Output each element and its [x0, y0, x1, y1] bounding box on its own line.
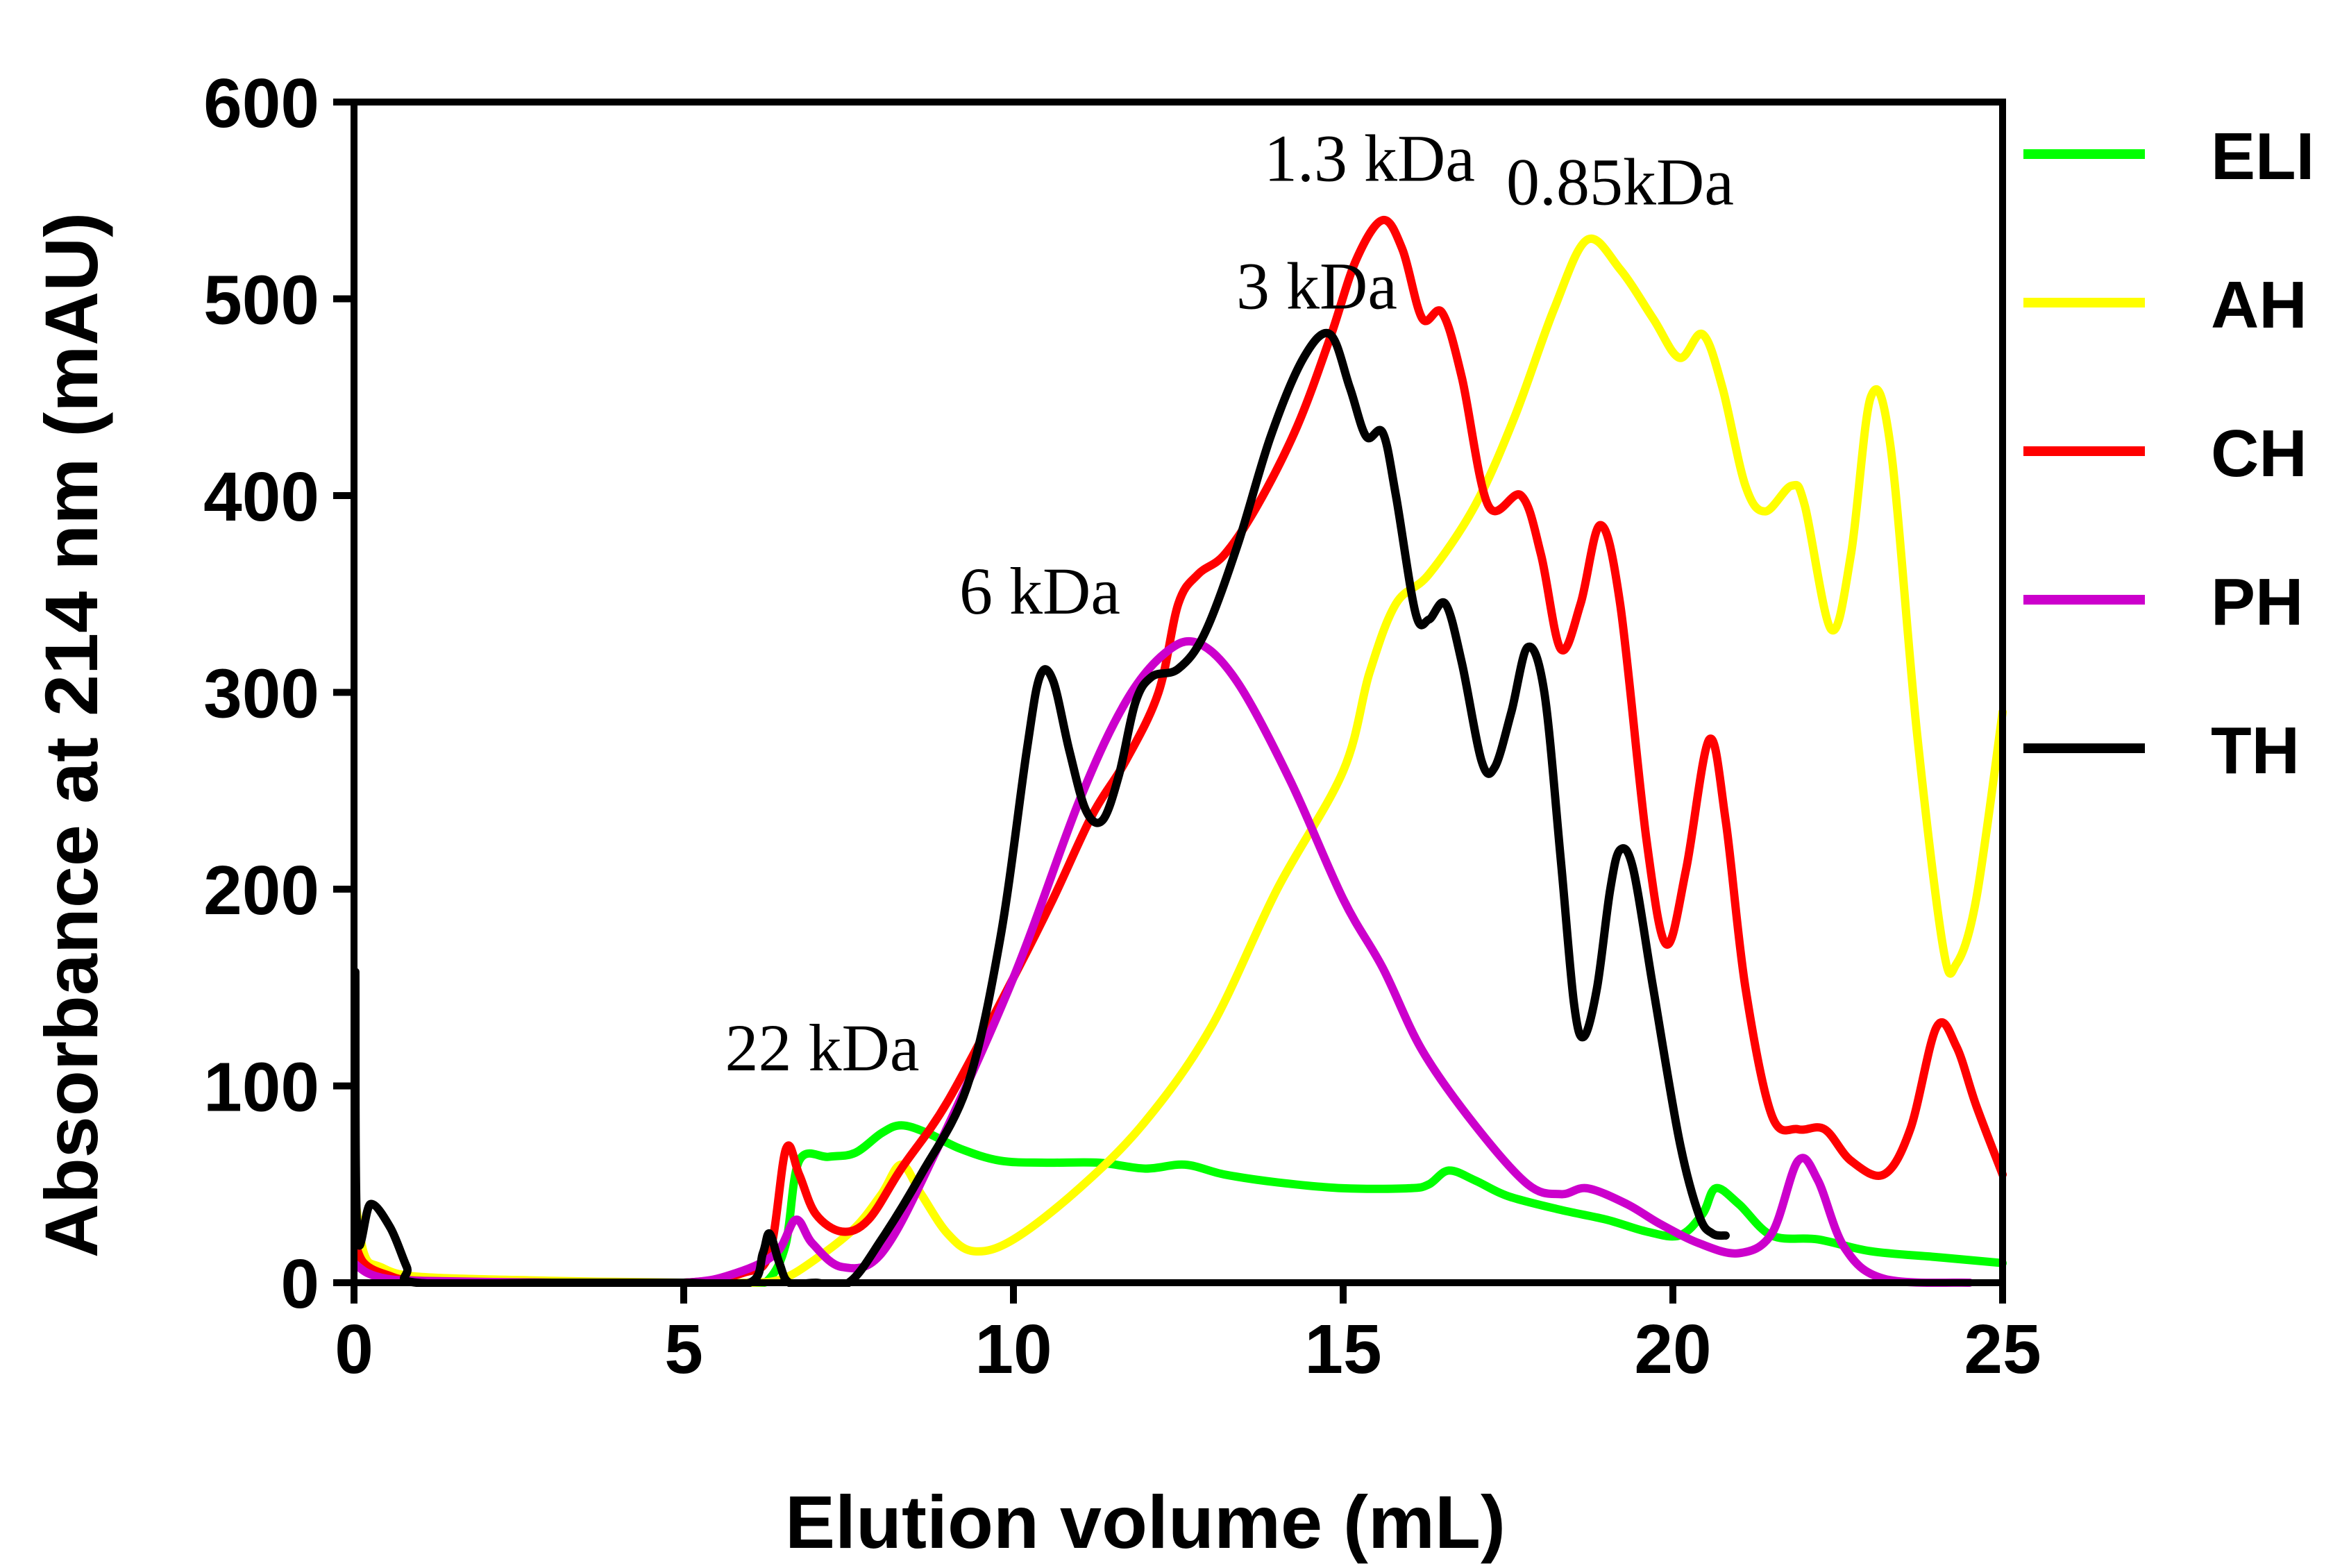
- x-tick-label: 0: [335, 1310, 373, 1388]
- y-tick-label: 400: [203, 458, 319, 536]
- legend-item-eli: ELI: [2023, 119, 2314, 194]
- legend-item-th: TH: [2023, 714, 2300, 788]
- legend-item-ah: AH: [2023, 268, 2307, 342]
- legend-item-ph: PH: [2023, 565, 2303, 639]
- legend: ELI AH CH PH TH: [2023, 119, 2314, 788]
- mw-annotation: 22 kDa: [725, 1011, 920, 1085]
- series-line-ch: [354, 216, 2007, 1287]
- x-tick-label: 15: [1304, 1310, 1381, 1388]
- y-tick-label: 600: [203, 65, 319, 142]
- y-tick-label: 200: [203, 852, 319, 929]
- legend-item-ch: CH: [2023, 416, 2307, 491]
- mw-annotation: 0.85kDa: [1506, 144, 1734, 219]
- y-tick-label: 0: [280, 1245, 319, 1323]
- y-tick-label: 500: [203, 262, 319, 339]
- legend-label: PH: [2211, 565, 2303, 639]
- legend-label: TH: [2211, 714, 2300, 788]
- x-tick-label: 25: [1964, 1310, 2041, 1388]
- x-tick-label: 20: [1634, 1310, 1711, 1388]
- legend-label: ELI: [2211, 119, 2314, 194]
- axes-frame: [351, 99, 2006, 1286]
- legend-label: CH: [2211, 416, 2307, 491]
- x-axis-title: Elution volume (mL): [785, 1480, 1506, 1564]
- series-line-ph: [354, 637, 1974, 1287]
- mw-annotation: 1.3 kDa: [1264, 121, 1475, 195]
- axis-ticks: 0 5 10 15 20 25 0 100 200 300 400 500 600: [203, 65, 2041, 1388]
- mw-annotation: 6 kDa: [959, 554, 1120, 628]
- y-tick-label: 300: [203, 655, 319, 733]
- series-line-eli: [354, 1121, 2007, 1287]
- y-axis-title: Absorbance at 214 nm (mAU): [29, 212, 113, 1258]
- x-tick-label: 5: [664, 1310, 703, 1388]
- y-tick-label: 100: [203, 1049, 319, 1127]
- plot-frame: [351, 99, 2006, 1286]
- legend-label: AH: [2211, 268, 2307, 342]
- x-tick-label: 10: [975, 1310, 1052, 1388]
- plot-area: [354, 216, 2007, 1287]
- series-line-th: [354, 328, 1730, 1287]
- series-line-ah: [354, 234, 2007, 1287]
- annotations: 22 kDa 6 kDa 3 kDa 1.3 kDa 0.85kDa: [725, 121, 1734, 1084]
- mw-annotation: 3 kDa: [1236, 249, 1397, 323]
